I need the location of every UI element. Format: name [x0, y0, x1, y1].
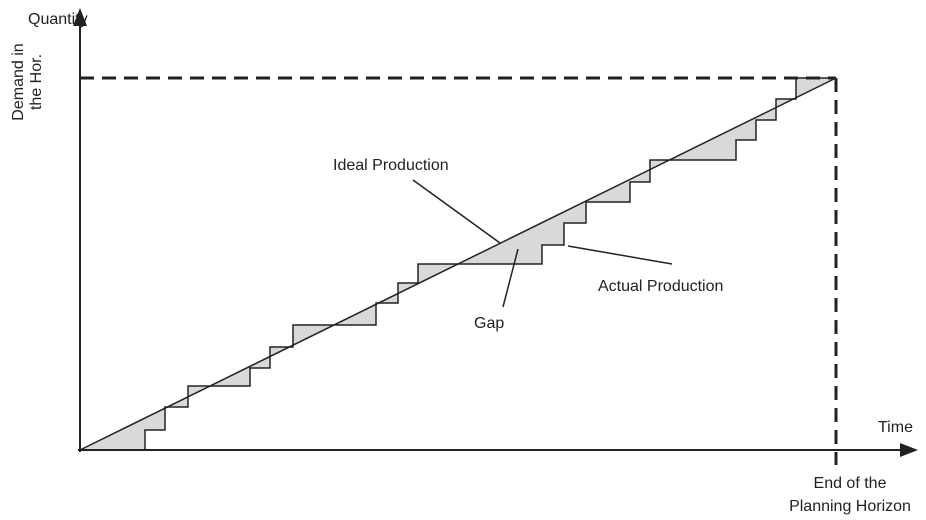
- x-axis-label: Time: [878, 419, 913, 436]
- demand-label: Demand in the Hor.: [10, 43, 45, 120]
- gap-leader-line: [502, 248, 519, 308]
- horizon-label-line2: Planning Horizon: [789, 498, 911, 515]
- x-axis-arrow: [900, 443, 918, 457]
- gap-label: Gap: [474, 315, 504, 332]
- demand-label-line1: Demand in: [10, 43, 27, 120]
- actual-production-line: [80, 77, 836, 451]
- demand-label-line2: the Hor.: [28, 54, 45, 110]
- horizon-label-line1: End of the: [814, 475, 887, 492]
- ideal-leader-line: [412, 179, 501, 244]
- y-axis-arrow: [73, 8, 87, 26]
- actual-production-label: Actual Production: [598, 278, 723, 295]
- y-axis-label: Quantity: [28, 11, 88, 28]
- actual-leader-line: [567, 245, 673, 265]
- ideal-production-line: [79, 77, 837, 451]
- ideal-production-label: Ideal Production: [333, 157, 449, 174]
